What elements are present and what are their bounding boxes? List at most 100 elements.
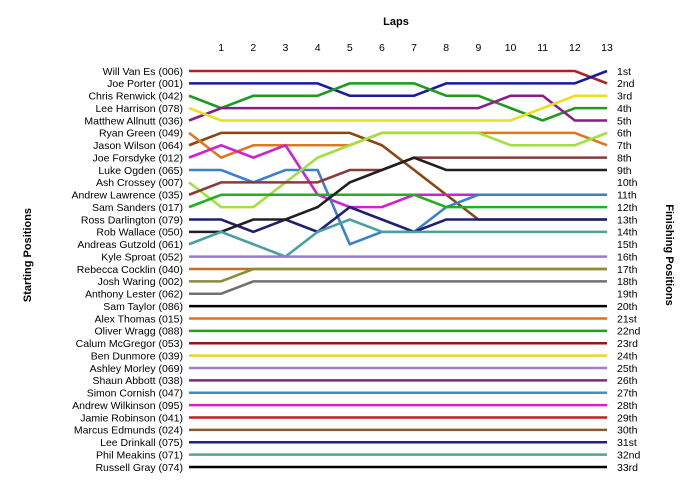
driver-label: Jamie Robinson (041) bbox=[80, 412, 183, 424]
driver-label: Rob Wallace (050) bbox=[96, 227, 183, 239]
x-tick-labels: 1 2 3 4 5 6 7 8 9 10 11 12 13 bbox=[218, 42, 613, 54]
finish-label: 32nd bbox=[617, 449, 641, 461]
finish-label: 26th bbox=[617, 375, 638, 387]
series-line bbox=[189, 267, 607, 283]
x-tick-label: 11 bbox=[537, 42, 548, 54]
finish-label: 19th bbox=[617, 289, 638, 301]
driver-label: Josh Waring (002) bbox=[98, 276, 183, 288]
x-tick-label: 7 bbox=[411, 42, 417, 54]
x-tick-label: 8 bbox=[443, 42, 449, 54]
finish-label: 9th bbox=[617, 165, 632, 177]
driver-label: Lee Drinkall (075) bbox=[100, 437, 183, 449]
driver-label: Ryan Green (049) bbox=[99, 128, 183, 140]
driver-label: Kyle Sproat (052) bbox=[101, 251, 183, 263]
finish-label: 14th bbox=[617, 227, 638, 239]
finish-labels: 1st2nd3rd4th5th6th7th8th9th10th11th12th1… bbox=[617, 66, 641, 474]
driver-label: Ross Darlington (079) bbox=[81, 214, 183, 226]
driver-label: Chris Renwick (042) bbox=[88, 91, 183, 103]
finish-label: 23rd bbox=[617, 338, 638, 350]
finish-label: 11th bbox=[617, 190, 637, 202]
finish-label: 22nd bbox=[617, 326, 641, 338]
driver-label: Oliver Wragg (088) bbox=[94, 326, 183, 338]
series-line bbox=[189, 280, 607, 296]
finish-label: 24th bbox=[617, 350, 638, 362]
series-line bbox=[189, 205, 607, 234]
series-line bbox=[188, 131, 608, 209]
y-axis-title-right: Finishing Positions bbox=[663, 204, 675, 305]
finish-label: 21st bbox=[617, 313, 637, 325]
x-tick-label: 10 bbox=[505, 42, 517, 54]
x-tick-label: 12 bbox=[569, 42, 581, 54]
driver-label: Luke Ogden (065) bbox=[98, 165, 183, 177]
finish-label: 12th bbox=[617, 202, 638, 214]
series-lines bbox=[188, 69, 608, 469]
driver-label: Joe Forsdyke (012) bbox=[93, 152, 183, 164]
driver-labels: Will Van Es (006)Joe Porter (001)Chris R… bbox=[72, 66, 183, 474]
finish-label: 7th bbox=[617, 140, 632, 152]
finish-label: 13th bbox=[617, 214, 638, 226]
series-line bbox=[188, 143, 607, 209]
finish-label: 10th bbox=[617, 177, 638, 189]
driver-label: Ashley Morley (069) bbox=[90, 363, 183, 375]
x-tick-label: 13 bbox=[601, 42, 613, 54]
finish-label: 1st bbox=[617, 66, 631, 78]
x-axis-title: Laps bbox=[383, 16, 409, 28]
finish-label: 3rd bbox=[617, 91, 632, 103]
driver-label: Simon Cornish (047) bbox=[87, 388, 183, 400]
finish-label: 18th bbox=[617, 276, 638, 288]
finish-label: 20th bbox=[617, 301, 638, 313]
driver-label: Andrew Lawrence (035) bbox=[72, 190, 183, 202]
driver-label: Ash Crossey (007) bbox=[96, 177, 183, 189]
driver-label: Anthony Lester (062) bbox=[85, 289, 183, 301]
x-tick-label: 5 bbox=[347, 42, 353, 54]
finish-label: 17th bbox=[617, 264, 638, 276]
x-tick-label: 2 bbox=[250, 42, 256, 54]
driver-label: Joe Porter (001) bbox=[107, 78, 183, 90]
x-tick-label: 6 bbox=[379, 42, 385, 54]
x-tick-label: 9 bbox=[475, 42, 481, 54]
driver-label: Andreas Gutzold (061) bbox=[77, 239, 183, 251]
driver-label: Sam Taylor (086) bbox=[103, 301, 183, 313]
driver-label: Marcus Edmunds (024) bbox=[74, 425, 183, 437]
finish-label: 33rd bbox=[617, 462, 638, 474]
finish-label: 27th bbox=[617, 388, 638, 400]
finish-label: 25th bbox=[617, 363, 638, 375]
finish-label: 29th bbox=[617, 412, 638, 424]
series-line bbox=[189, 69, 608, 98]
series-line bbox=[188, 82, 607, 122]
driver-label: Ben Dunmore (039) bbox=[91, 350, 183, 362]
finish-label: 16th bbox=[617, 251, 638, 263]
x-tick-label: 1 bbox=[218, 42, 224, 54]
driver-label: Sam Sanders (017) bbox=[92, 202, 183, 214]
driver-label: Shaun Abbott (038) bbox=[93, 375, 184, 387]
series-line bbox=[188, 218, 607, 259]
finish-label: 5th bbox=[617, 115, 632, 127]
y-axis-title-left: Starting Positions bbox=[22, 208, 34, 302]
driver-label: Alex Thomas (015) bbox=[94, 313, 183, 325]
series-line bbox=[188, 94, 607, 122]
finish-label: 4th bbox=[617, 103, 632, 115]
x-tick-label: 3 bbox=[283, 42, 289, 54]
driver-label: Calum McGregor (053) bbox=[76, 338, 183, 350]
driver-label: Andrew Wilkinson (095) bbox=[72, 400, 183, 412]
x-tick-label: 4 bbox=[315, 42, 321, 54]
driver-label: Jason Wilson (064) bbox=[93, 140, 183, 152]
driver-label: Rebecca Cocklin (040) bbox=[77, 264, 183, 276]
finish-label: 8th bbox=[617, 152, 632, 164]
driver-label: Lee Harrison (078) bbox=[95, 103, 183, 115]
series-line bbox=[188, 193, 607, 209]
finish-label: 15th bbox=[617, 239, 638, 251]
finish-label: 28th bbox=[617, 400, 638, 412]
finish-label: 30th bbox=[617, 425, 638, 437]
driver-label: Matthew Allnutt (036) bbox=[84, 115, 183, 127]
series-line bbox=[189, 156, 607, 234]
driver-label: Will Van Es (006) bbox=[103, 66, 183, 78]
finish-label: 31st bbox=[617, 437, 637, 449]
driver-label: Phil Meakins (071) bbox=[96, 449, 183, 461]
series-line bbox=[188, 94, 607, 122]
finish-label: 6th bbox=[617, 128, 632, 140]
driver-label: Russell Gray (074) bbox=[95, 462, 183, 474]
finish-label: 2nd bbox=[617, 78, 635, 90]
series-line bbox=[189, 69, 608, 85]
